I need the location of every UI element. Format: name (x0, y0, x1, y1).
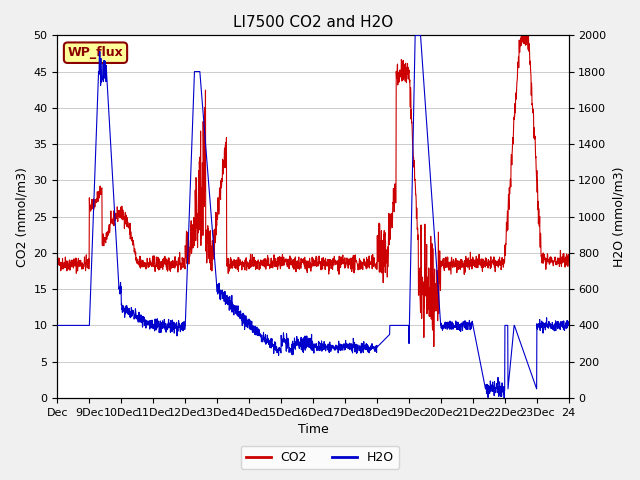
Title: LI7500 CO2 and H2O: LI7500 CO2 and H2O (233, 15, 393, 30)
X-axis label: Time: Time (298, 423, 328, 436)
Legend: CO2, H2O: CO2, H2O (241, 446, 399, 469)
Y-axis label: H2O (mmol/m3): H2O (mmol/m3) (612, 167, 625, 267)
Text: WP_flux: WP_flux (68, 46, 124, 59)
Y-axis label: CO2 (mmol/m3): CO2 (mmol/m3) (15, 167, 28, 266)
